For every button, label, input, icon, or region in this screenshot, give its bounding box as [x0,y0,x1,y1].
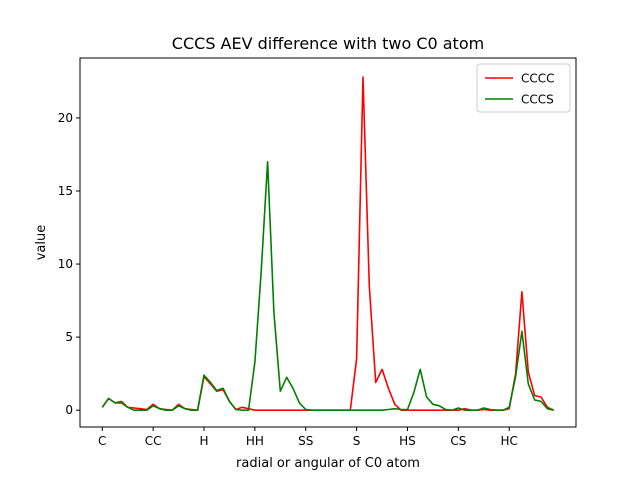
plot-lines [101,76,555,412]
series-line-cccs [101,161,554,412]
x-axis-label: radial or angular of C0 atom [236,456,420,471]
x-tick-label: HH [246,434,264,448]
y-axis-label: value [34,225,49,261]
x-tick-label: C [98,434,106,448]
x-tick-label: SS [298,434,313,448]
x-tick-label: HS [399,434,416,448]
x-tick-label: S [353,434,361,448]
series-line-cccc [101,76,555,412]
axes-frame [79,57,577,428]
x-tick-label: CC [145,434,162,448]
y-tick-label: 15 [58,184,73,198]
legend-box [476,63,571,113]
legend: CCCC CCCS [476,63,571,113]
y-tick-label: 5 [65,330,73,344]
x-tick-label: HC [501,434,518,448]
chart-title: CCCS AEV difference with two C0 atom [172,34,484,53]
y-tick-label: 10 [58,257,73,271]
y-tick-label: 0 [65,403,73,417]
legend-label: CCCS [521,93,554,107]
y-tick-label: 20 [58,111,73,125]
x-tick-label: CS [450,434,466,448]
x-tick-label: H [199,434,208,448]
legend-label: CCCC [521,72,555,86]
